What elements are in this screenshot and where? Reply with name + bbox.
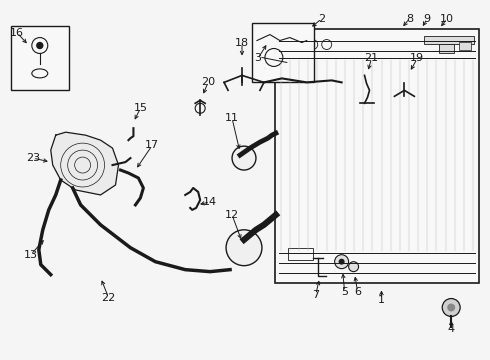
Text: 8: 8 (406, 14, 413, 24)
Text: 4: 4 (448, 324, 455, 334)
Text: 3: 3 (254, 54, 262, 63)
Bar (275, 28, 479, 283)
Text: 15: 15 (133, 103, 147, 113)
Text: 6: 6 (354, 287, 361, 297)
Bar (252, 23, 314, 82)
Text: 5: 5 (341, 287, 348, 297)
Text: 18: 18 (235, 37, 249, 48)
Circle shape (232, 146, 256, 170)
Circle shape (335, 255, 348, 269)
Text: 21: 21 (365, 54, 379, 63)
Circle shape (348, 262, 359, 272)
Bar (439, 44, 454, 54)
Text: 12: 12 (225, 210, 239, 220)
Text: 23: 23 (26, 153, 40, 163)
Text: 1: 1 (378, 294, 385, 305)
Text: 14: 14 (203, 197, 217, 207)
Text: 13: 13 (24, 250, 38, 260)
Circle shape (442, 298, 460, 316)
Circle shape (447, 303, 455, 311)
Text: 9: 9 (424, 14, 431, 24)
Text: 11: 11 (225, 113, 239, 123)
Bar (424, 36, 474, 44)
Text: 2: 2 (318, 14, 325, 24)
Text: 22: 22 (101, 293, 116, 302)
Text: 10: 10 (440, 14, 454, 24)
Text: 20: 20 (201, 77, 215, 87)
Text: 16: 16 (10, 28, 24, 37)
Circle shape (339, 259, 344, 265)
Polygon shape (51, 132, 119, 195)
Text: 7: 7 (312, 289, 319, 300)
Text: 19: 19 (410, 54, 424, 63)
Bar (11, 26, 69, 90)
Text: 17: 17 (146, 140, 159, 150)
Bar (288, 248, 313, 260)
Bar (459, 41, 471, 50)
Circle shape (37, 42, 43, 49)
Circle shape (226, 230, 262, 266)
